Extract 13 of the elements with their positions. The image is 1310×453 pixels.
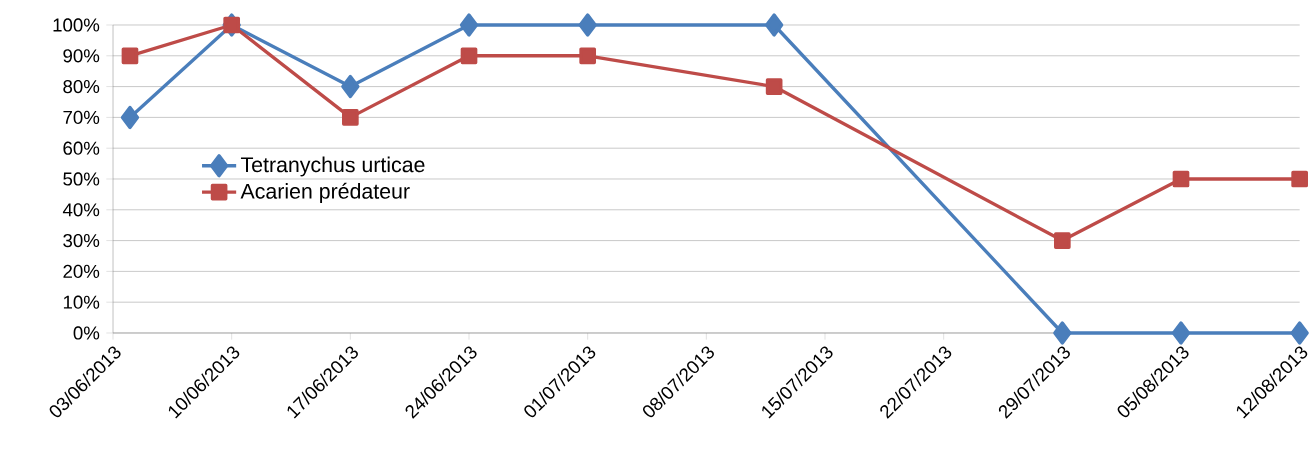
y-tick-label: 70%	[63, 110, 100, 125]
y-tick-label: 90%	[63, 49, 100, 63]
y-tick-label: 0%	[73, 326, 100, 340]
y-tick-label: 100%	[53, 18, 100, 32]
y-tick-label: 20%	[63, 264, 100, 278]
y-tick-label: 60%	[63, 141, 100, 155]
legend-label: Tetranychus urticae	[240, 156, 425, 177]
legend-label: Acarien prédateur	[240, 182, 410, 204]
y-tick-label: 80%	[63, 79, 100, 94]
y-tick-label: 10%	[63, 295, 100, 309]
y-tick-label: 40%	[62, 203, 100, 217]
y-tick-label: 30%	[63, 233, 100, 248]
y-tick-label: 50%	[63, 172, 100, 186]
